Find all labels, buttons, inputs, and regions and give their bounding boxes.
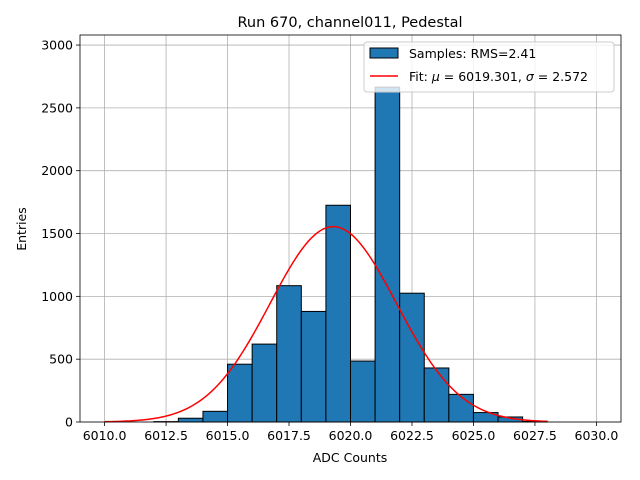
histogram-bar — [325, 204, 351, 423]
y-tick-label: 2500 — [41, 100, 73, 115]
x-tick-label: 6030.0 — [575, 428, 619, 443]
histogram-bar — [202, 410, 229, 423]
y-tick-label: 500 — [49, 352, 73, 367]
y-tick-label: 1500 — [41, 226, 73, 241]
legend-box — [363, 41, 615, 93]
legend-label-samples: Samples: RMS=2.41 — [409, 46, 536, 61]
fit-curve — [104, 225, 548, 423]
fit-mu-symbol: μ — [431, 69, 440, 84]
histogram-bar — [448, 393, 474, 423]
fit-eq-1: = — [440, 69, 458, 84]
histogram-bar — [399, 292, 425, 423]
fit-prefix: Fit: — [409, 69, 432, 84]
x-axis-ticks: 6010.0 6012.5 6015.0 6017.5 6020.0 6022.5 6025… — [83, 422, 619, 443]
legend-swatch-samples — [369, 47, 399, 59]
chart-title: Run 670, channel011, Pedestal — [237, 15, 462, 31]
histogram-bar — [177, 417, 204, 423]
legend: Samples: RMS=2.41 Fit: μ = 6019.301, σ =… — [363, 41, 615, 93]
histogram-bar — [350, 360, 376, 423]
histogram-bar — [300, 310, 327, 423]
x-tick-label: 6020.0 — [329, 428, 373, 443]
fit-sigma-value: 2.572 — [552, 69, 588, 84]
legend-label-fit: Fit: μ = 6019.301, σ = 2.572 — [409, 69, 588, 84]
x-tick-label: 6022.5 — [390, 428, 434, 443]
x-tick-label: 6015.0 — [206, 428, 250, 443]
y-tick-label: 0 — [65, 415, 73, 430]
y-tick-label: 1000 — [41, 289, 73, 304]
x-tick-label: 6027.5 — [513, 428, 557, 443]
histogram-bars — [153, 86, 548, 423]
y-axis-ticks: 0 500 1000 1500 2000 2500 3000 — [41, 38, 80, 430]
y-tick-label: 3000 — [41, 38, 73, 53]
x-tick-label: 6010.0 — [83, 428, 127, 443]
x-tick-label: 6025.0 — [452, 428, 496, 443]
x-tick-label: 6012.5 — [144, 428, 188, 443]
x-tick-label: 6017.5 — [267, 428, 311, 443]
fit-sigma-symbol: σ — [526, 69, 535, 84]
x-axis-label: ADC Counts — [313, 450, 388, 465]
histogram-bar — [251, 343, 278, 423]
histogram-bar — [227, 363, 253, 423]
fit-mu-value: 6019.301 — [458, 69, 518, 84]
histogram-bar — [374, 86, 401, 423]
y-tick-label: 2000 — [41, 163, 73, 178]
fit-comma: , — [518, 69, 526, 84]
histogram-bar — [276, 285, 302, 423]
histogram-bar — [423, 367, 450, 423]
y-axis-label: Entries — [14, 207, 29, 251]
fit-eq-2: = — [534, 69, 552, 84]
